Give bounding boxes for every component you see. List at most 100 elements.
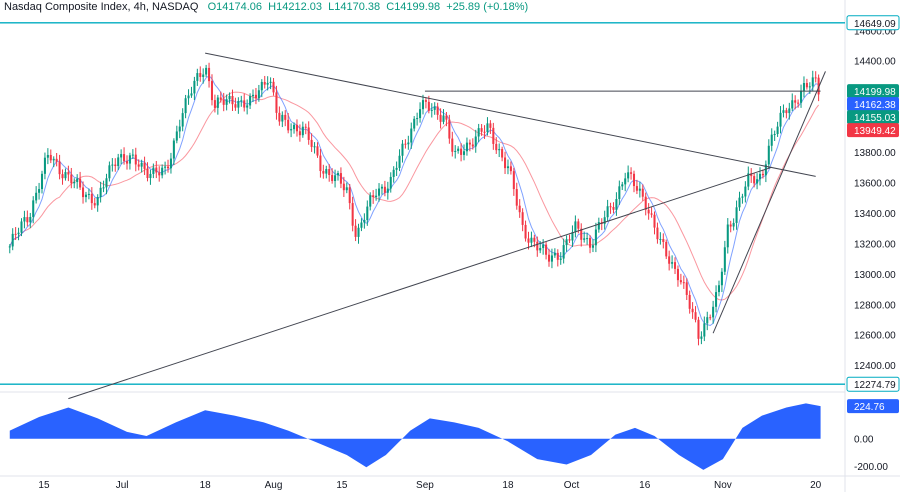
- candle-body: [568, 239, 571, 241]
- candle-body: [325, 169, 328, 174]
- candle-body: [688, 294, 691, 309]
- candle-body: [732, 222, 735, 227]
- candle-body: [776, 126, 779, 135]
- candle-body: [501, 149, 504, 158]
- oscillator-area: [9, 403, 821, 470]
- candle-body: [73, 182, 76, 184]
- candle-body: [234, 104, 237, 108]
- candle-body: [562, 245, 565, 259]
- candle-body: [178, 126, 181, 132]
- candle-body: [498, 149, 501, 151]
- candle-body: [477, 128, 480, 137]
- candle-body: [565, 239, 568, 246]
- candle-body: [779, 112, 782, 127]
- x-tick-label: Aug: [265, 480, 283, 491]
- candle-body: [213, 100, 216, 108]
- y-tick-label: 13200.00: [854, 239, 896, 250]
- candle-body: [416, 118, 419, 120]
- oscillator-last-label: 224.76: [854, 402, 885, 413]
- candle-body: [20, 221, 23, 233]
- candle-body: [430, 109, 433, 111]
- candle-body: [726, 224, 729, 248]
- candle-body: [445, 115, 448, 120]
- candle-body: [709, 317, 712, 319]
- candle-body: [612, 206, 615, 210]
- x-tick-label: 15: [38, 480, 50, 491]
- candle-body: [375, 195, 378, 198]
- candle-body: [495, 143, 498, 151]
- candle-body: [805, 83, 808, 88]
- candle-body: [583, 238, 586, 240]
- candle-body: [328, 169, 331, 176]
- candle-body: [814, 77, 817, 79]
- candle-body: [571, 232, 574, 241]
- candle-body: [483, 131, 486, 133]
- candle-body: [254, 94, 257, 99]
- candle-body: [372, 195, 375, 198]
- candle-body: [474, 136, 477, 147]
- x-tick-label: 20: [810, 480, 822, 491]
- candle-body: [55, 158, 58, 162]
- candle-body: [222, 99, 225, 105]
- candle-body: [723, 247, 726, 272]
- close-value: C14199.98: [386, 1, 441, 13]
- candle-body: [164, 166, 167, 168]
- candle-body: [712, 306, 715, 318]
- candle-body: [331, 175, 334, 182]
- candle-body: [152, 167, 155, 174]
- candle-body: [105, 178, 108, 188]
- x-tick-label: 18: [200, 480, 212, 491]
- candle-body: [767, 145, 770, 165]
- candle-body: [316, 146, 319, 156]
- candle-body: [208, 67, 211, 82]
- candle-body: [758, 173, 762, 180]
- candle-body: [644, 196, 647, 210]
- candle-body: [603, 217, 606, 224]
- candle-body: [586, 238, 589, 240]
- candle-body: [293, 124, 296, 130]
- candle-body: [694, 312, 697, 320]
- y-tick-label: 14400.00: [854, 57, 896, 68]
- x-tick-label: Jul: [116, 480, 129, 491]
- candle-body: [275, 92, 278, 113]
- candle-body: [249, 96, 252, 106]
- candle-body: [125, 161, 129, 164]
- candle-body: [439, 114, 442, 122]
- candle-body: [266, 82, 269, 85]
- candle-body: [246, 105, 249, 108]
- candle-body: [621, 184, 624, 187]
- candle-body: [512, 171, 515, 190]
- candle-body: [228, 96, 231, 100]
- candle-body: [635, 186, 638, 191]
- candle-body: [169, 158, 172, 169]
- candle-body: [559, 258, 562, 260]
- candle-body: [618, 186, 621, 200]
- price-badge: [847, 123, 899, 138]
- candle-body: [251, 94, 255, 97]
- x-tick-label: Oct: [564, 480, 580, 491]
- candle-body: [11, 233, 14, 247]
- candle-body: [140, 162, 143, 167]
- candle-body: [348, 187, 351, 204]
- candle-body: [410, 128, 413, 143]
- candle-body: [492, 127, 495, 144]
- candle-body: [284, 114, 287, 120]
- candle-body: [146, 168, 149, 179]
- y-tick-label: 12800.00: [854, 300, 896, 311]
- candle-body: [14, 233, 17, 235]
- candle-body: [442, 115, 445, 122]
- candle-body: [102, 187, 105, 189]
- candle-body: [773, 134, 776, 136]
- candle-body: [700, 336, 703, 339]
- candle-body: [424, 100, 427, 102]
- candle-body: [691, 308, 694, 313]
- candle-body: [550, 255, 553, 262]
- candle-body: [802, 83, 805, 91]
- candle-body: [486, 123, 489, 133]
- candle-body: [82, 187, 85, 198]
- candle-body: [682, 282, 685, 284]
- candle-body: [307, 127, 310, 140]
- candle-body: [108, 165, 111, 179]
